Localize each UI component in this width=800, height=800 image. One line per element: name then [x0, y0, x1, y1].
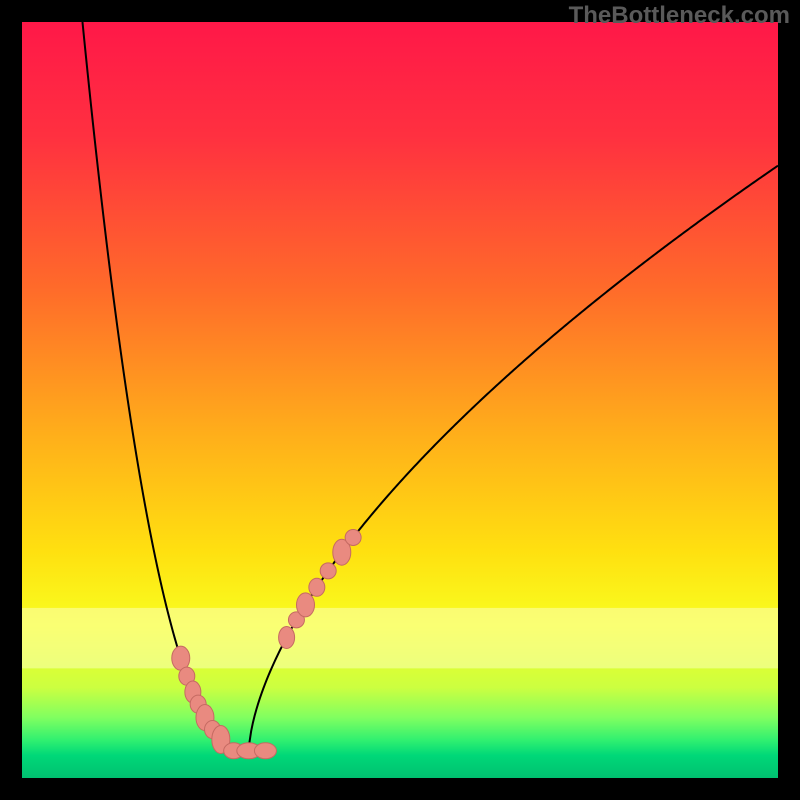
- data-marker: [279, 626, 295, 648]
- data-marker: [320, 563, 336, 579]
- bottleneck-curve-chart: [0, 0, 800, 800]
- data-marker: [172, 646, 190, 670]
- data-marker: [254, 743, 276, 759]
- highlight-band: [22, 608, 778, 668]
- data-marker: [297, 593, 315, 617]
- watermark-text: TheBottleneck.com: [569, 2, 790, 30]
- data-marker: [345, 529, 361, 545]
- chart-canvas: TheBottleneck.com: [0, 0, 800, 800]
- data-marker: [309, 578, 325, 596]
